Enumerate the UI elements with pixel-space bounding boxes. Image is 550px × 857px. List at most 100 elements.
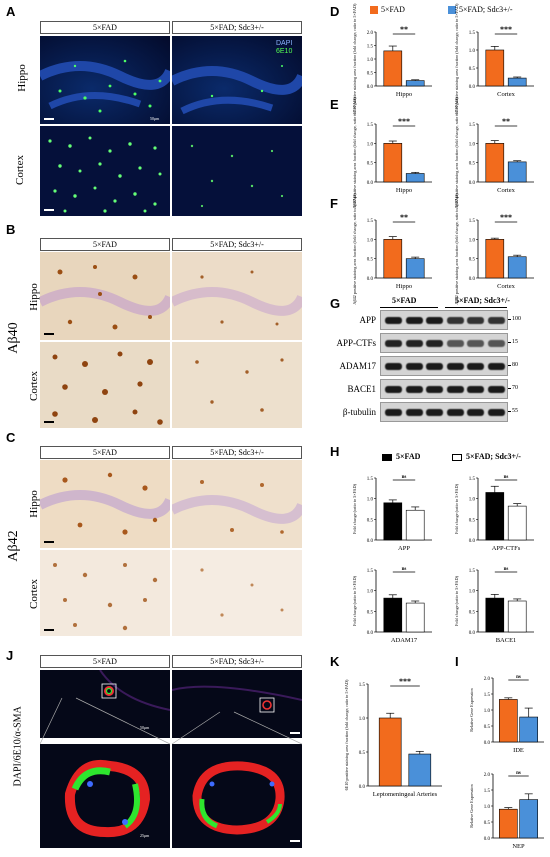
bar [405,80,425,87]
y-tick-label: 0.0 [469,539,476,544]
blot-mw-tick [508,388,511,389]
panel-a-col1-header: 5×FAD [40,21,170,34]
panel-a-col2-header: 5×FAD; Sdc3+/- [172,21,302,34]
scale-bar [44,541,54,543]
blot-row-label: BACE1 [347,384,376,394]
chart-d-hippo: 0.0 0.5 1.0 1.5 2.0 6E10 positive staining ar… [352,3,432,114]
x-axis-label: Cortex [497,283,515,290]
y-tick-label: 1.5 [469,31,476,36]
y-tick-label: 0.5 [484,821,491,826]
y-tick-label: 0.5 [367,162,374,167]
y-tick-label: 1.5 [484,693,491,698]
chart-h-bace1: 0.0 0.5 1.0 1.5 Fold change (ratio to 5×FAD)… [454,567,534,644]
blot-band [446,340,464,347]
bar [507,77,527,87]
blot-band [385,363,402,370]
panel-label-h: H [330,444,340,459]
blot-group1-label: 5×FAD [392,296,417,305]
chart-h-adam17: 0.0 0.5 1.0 1.5 Fold change (ratio to 5×FAD)… [352,567,432,644]
panel-b-cortex-5xfad [40,342,170,428]
y-tick-label: 1.0 [469,498,476,503]
blot-mw-tick [508,342,511,343]
y-axis-label: Aβ42 positive staining area fraction (fo… [454,193,460,305]
y-tick-label: 0.0 [484,837,491,842]
blot-band [426,409,443,416]
x-axis-label: Hippo [396,283,412,290]
blot-mw-tick [508,365,511,366]
bar [405,258,425,279]
chart-k: 0.0 0.5 1.0 1.5 6E10 positive staining area … [344,677,442,798]
panel-b-col2-header: 5×FAD; Sdc3+/- [172,238,302,251]
y-axis-label: 6E10 positive staining area fraction (fo… [352,3,358,114]
panel-j-scale2-text: 25μm [140,833,150,838]
bar [485,49,505,87]
significance-label: *** [500,25,512,34]
x-axis-label: Cortex [497,91,515,98]
blot-mw: 80 [512,362,518,368]
y-tick-label: 1.0 [469,142,476,147]
y-tick-label: 2.0 [484,677,491,682]
panel-a-row-cortex: Cortex [14,155,26,185]
bar [408,753,432,787]
chart-f-cortex: 0.0 0.5 1.0 1.5 Aβ42 positive staining area … [454,193,534,305]
blot-group2-line [445,307,507,308]
blot-band [467,340,484,347]
panel-j-scale1-text: 50μm [140,725,150,730]
chart-e-cortex: 0.0 0.5 1.0 1.5 Aβ40 positive staining area … [454,97,534,209]
panel-label-f: F [330,196,338,211]
y-axis-label: Fold change (ratio to 5×FAD) [352,575,357,626]
legend-label-sdc3: 5×FAD; Sdc3+/- [459,5,513,14]
blot-strip [380,310,508,330]
x-axis-label: ADAM17 [391,637,418,644]
blot-row-label: β-tubulin [342,407,376,417]
panel-c-cortex-sdc3 [172,550,302,636]
y-tick-label: 0.0 [367,631,374,636]
x-axis-label: Leptomeningeal Arteries [373,791,438,798]
panel-a-row-hippo: Hippo [16,64,28,92]
blot-band [467,386,484,393]
x-axis-label: BACE1 [496,637,517,644]
significance-label: ns [504,567,509,572]
chart-e-hippo: 0.0 0.5 1.0 1.5 Aβ40 positive staining area … [352,97,432,209]
y-axis-label: Fold change (ratio to 5×FAD) [454,483,459,534]
y-tick-label: 1.0 [367,590,374,595]
blot-group2-label: 5×FAD; Sdc3+/- [455,296,510,305]
legend-6e10: 6E10 [276,48,293,55]
significance-label: ns [516,675,521,680]
panel-b-hippo-5xfad [40,252,170,340]
y-tick-label: 0.0 [469,85,476,90]
blot-row-label: ADAM17 [339,361,376,371]
y-tick-label: 1.5 [367,45,374,50]
panel-c-cortex-5xfad [40,550,170,636]
blot-mw-tick [508,319,511,320]
y-tick-label: 0.5 [469,67,476,72]
panel-b-row-cortex: Cortex [28,371,40,401]
significance-label: *** [399,677,411,686]
y-tick-label: 0.5 [367,610,374,615]
y-tick-label: 0.0 [367,539,374,544]
significance-label: ** [502,117,510,126]
y-axis-label: Aβ40 positive staining area fraction (fo… [454,97,460,209]
panel-a-hippo-5xfad [40,36,170,124]
scale-bar [44,333,54,335]
legend-dapi: DAPI [276,40,293,47]
blot-band [405,317,423,324]
panel-j-zoom-connectors [40,697,302,745]
panel-b-cortex-sdc3 [172,342,302,428]
bar [405,173,425,183]
blot-mw: 15 [512,339,518,345]
chart-i-nep: 0.0 0.5 1.0 1.5 2.0 Relative Gene Expression n… [469,771,544,850]
blot-strip [380,356,508,376]
significance-label: ** [400,213,408,222]
bar [519,716,538,743]
y-tick-label: 0.0 [469,277,476,282]
bar [405,602,425,633]
y-axis-label: 6E10 positive staining area fraction (fo… [344,679,350,790]
panel-label-c: C [6,430,16,445]
blot-band [487,386,505,393]
y-axis-label: Aβ42 positive staining area fraction (fo… [352,193,358,305]
scale-bar [44,421,54,423]
significance-label: *** [398,117,410,126]
x-axis-label: Hippo [396,187,412,194]
y-axis-label: Aβ40 positive staining area fraction (fo… [352,97,358,209]
